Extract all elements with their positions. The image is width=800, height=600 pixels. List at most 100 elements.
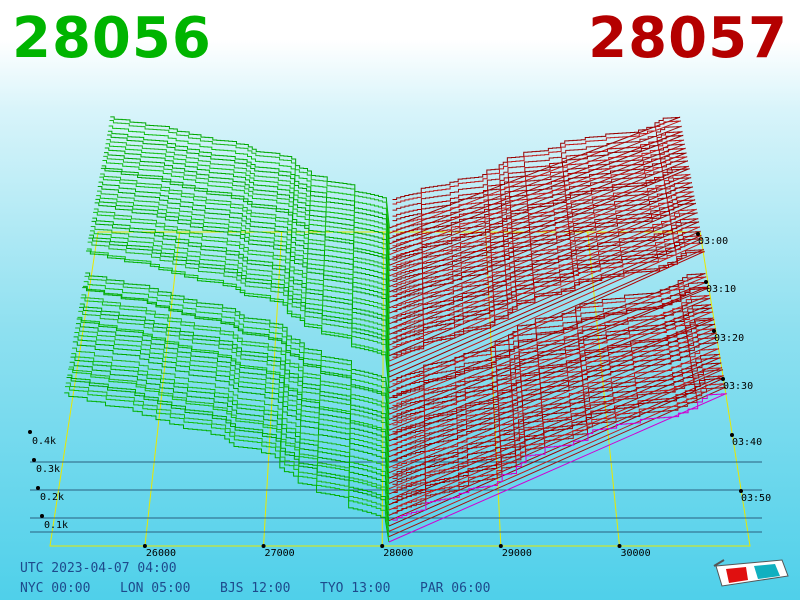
city-time-tyo: TYO 13:00 [320,581,391,596]
bid-depth-line [97,185,390,314]
ask-depth-line [388,250,705,394]
bid-depth-line [107,134,390,250]
bid-depth-line [105,143,390,260]
depth-tick-dot [32,458,36,462]
time-tick-label: 03:30 [723,381,753,392]
ask-depth-line [389,134,684,250]
ask-depth-line [389,202,696,335]
bid-depth-line [72,341,390,484]
bid-depth-line [93,211,390,346]
price-tick-label: 29000 [502,548,532,559]
bid-depth-line [88,237,390,378]
ask-depth-line [388,294,710,426]
price-tick-dot [261,544,266,548]
ask-depth-line [388,287,709,421]
ask-depth-line [389,226,700,362]
bid-depth-line [76,318,390,457]
time-tick-dot [696,232,700,236]
bid-depth-line [73,336,390,479]
bid-depth-line [72,347,390,489]
ask-depth-line [388,341,719,484]
depth-tick-label: 0.1k [44,520,68,531]
ask-depth-line [388,303,711,437]
bid-depth-line [95,198,390,330]
bid-depth-line [94,202,390,335]
grid-price-line [144,231,181,547]
ask-depth-line [389,156,688,277]
ask-depth-line [388,386,726,538]
ask-depth-line [389,125,682,240]
ask-depth-line [388,311,713,447]
ask-depth-line [388,374,724,522]
price-tick-dot [380,544,385,548]
city-time-bjs: BJS 12:00 [220,581,291,596]
bid-depth-line [74,332,390,473]
price-tick-dot [617,544,622,548]
ask-depth-line [389,195,695,325]
bid-depth-line [77,316,390,452]
depth-tick-label: 0.3k [36,464,60,475]
ask-depth-line [388,307,712,442]
bid-depth-line [89,234,390,372]
ask-depth-line [389,234,702,373]
depth-tick-dot [28,430,32,434]
price-tick-dot [498,544,503,548]
bid-depth-line [65,382,390,532]
ask-depth-line [388,392,727,543]
bid-depth-line [65,386,390,537]
depth-tick-dot [36,486,40,490]
depth-tick-dot [40,514,44,518]
ask-depth-line [388,286,708,415]
ask-depth-line [389,165,689,288]
time-tick-label: 03:00 [698,236,728,247]
bid-depth-line [99,176,390,303]
bid-depth-line [101,165,390,287]
ask-depth-line [388,353,720,495]
bid-depth-line [100,167,390,292]
ask-depth-line [389,147,686,266]
ask-price: 28057 [588,6,788,71]
city-time-nyc: NYC 00:00 [20,581,91,596]
bid-depth-line [102,159,390,282]
bid-depth-line [87,241,390,383]
bid-depth-line [68,368,390,516]
bid-depth-line [75,327,390,468]
bid-depth-line [82,285,390,415]
bid-depth-line [83,281,390,410]
bid-depth-line [96,190,390,319]
grid-price-line [587,231,620,547]
ask-depth-line [388,317,714,452]
ask-depth-line [388,377,725,527]
bid-depth-line [110,116,390,229]
bid-depth-line [106,139,390,255]
3d-glasses-icon[interactable] [712,556,792,592]
bid-price: 28056 [12,6,212,71]
ask-depth-line [389,176,692,303]
bid-depth-line [89,230,390,367]
ask-depth-line [388,327,716,468]
city-time-par: PAR 06:00 [420,581,491,596]
bid-depth-line [66,377,390,527]
price-tick-dot [142,544,147,548]
ask-depth-line [388,237,703,378]
ask-depth-line [389,221,700,357]
ask-depth-line [389,160,689,282]
price-tick-label: 27000 [265,548,295,559]
price-tick-label: 30000 [620,548,650,559]
ask-depth-line [389,181,692,309]
ask-depth-line [389,208,697,341]
ask-depth-line [388,241,704,383]
bid-depth-line [92,217,390,351]
ask-depth-line [389,116,681,229]
time-tick-label: 03:10 [706,284,736,295]
bid-depth-line [90,225,390,362]
bid-depth-line [68,366,390,511]
city-time-lon: LON 05:00 [120,581,191,596]
bid-depth-line [107,130,390,245]
axis-labels: 26000 27000 28000 29000 30000 0.1k 0.2k 0.3k 0.4… [28,232,771,559]
ask-depth-line [389,143,685,261]
bid-depth-line [103,155,390,276]
ask-depth-line [389,139,685,256]
ask-depth-line [389,199,696,330]
